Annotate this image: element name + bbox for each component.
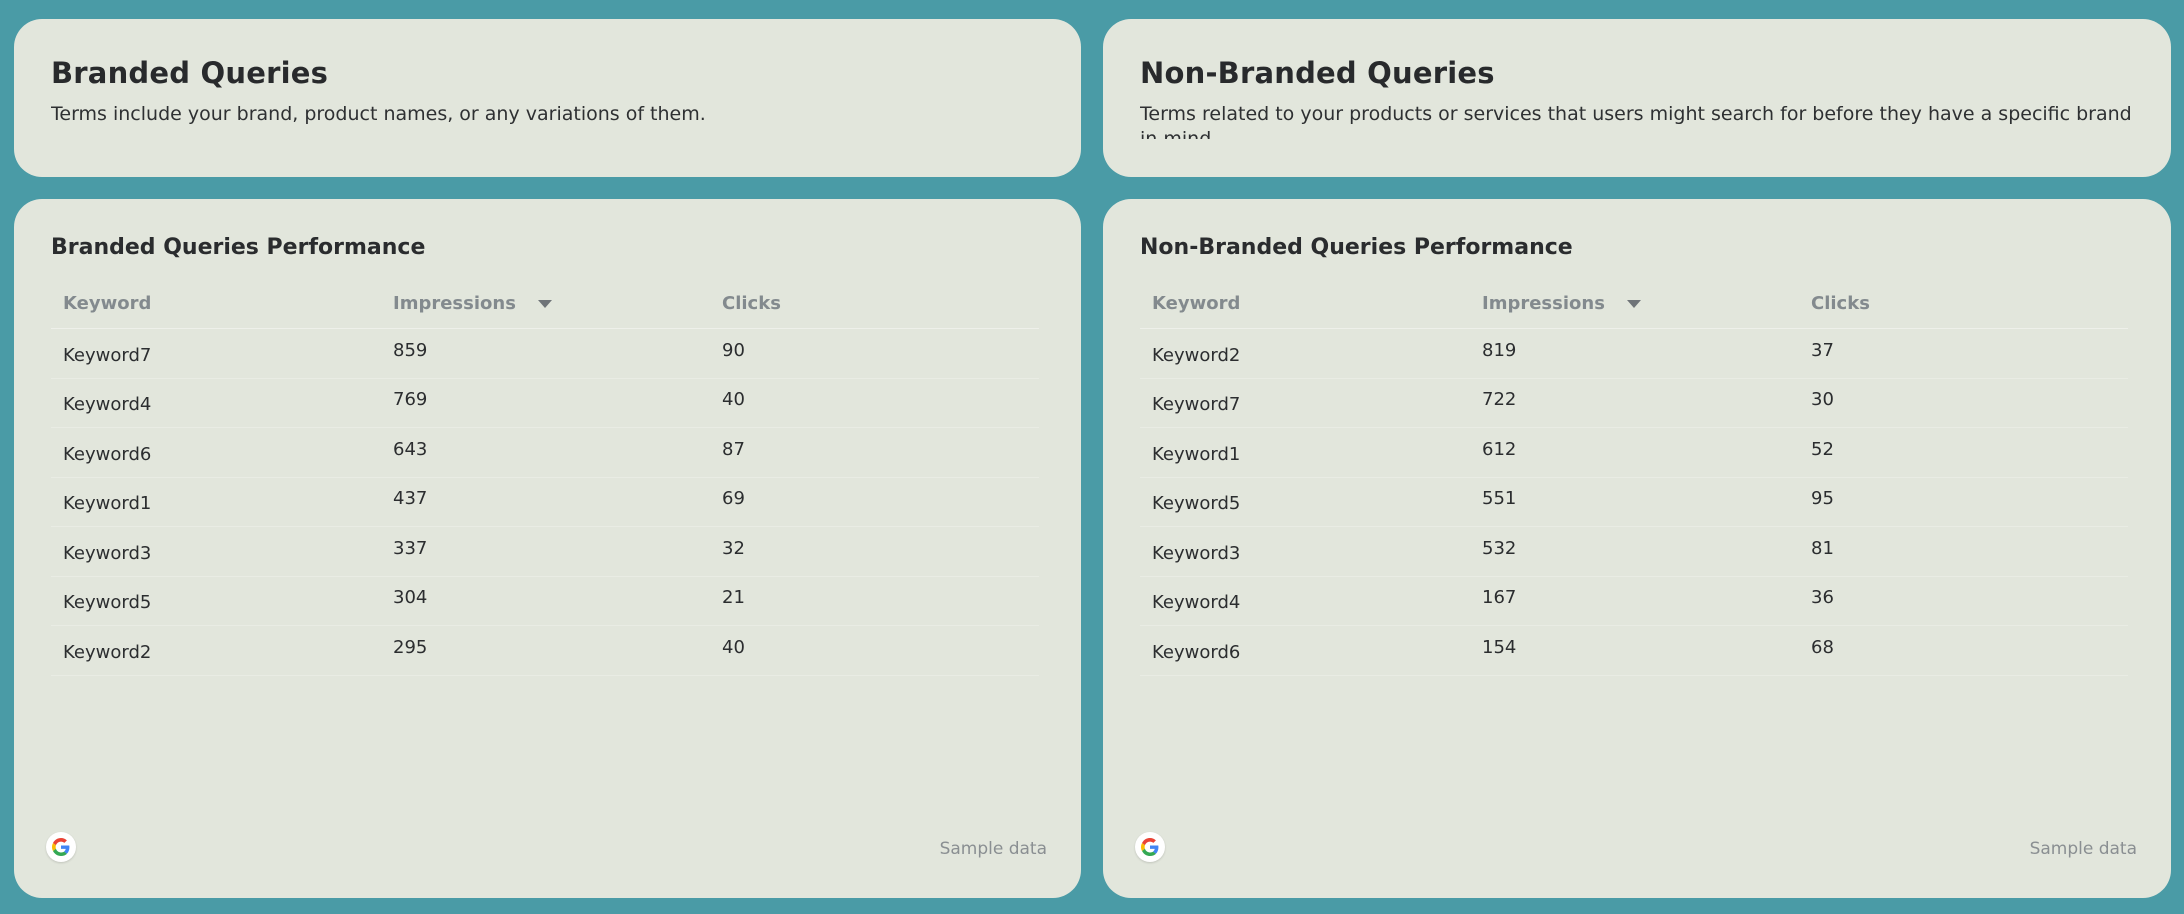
impressions-cell: 551 <box>1482 488 1517 510</box>
table-row[interactable]: Keyword6 643 87 <box>51 428 1039 478</box>
nonbranded-performance-card: Non-Branded Queries Performance Keyword … <box>1103 199 2171 898</box>
keyword-cell: Keyword6 <box>63 443 152 465</box>
nonbranded-title: Non-Branded Queries <box>1140 56 1495 90</box>
clicks-cell: 36 <box>1811 587 1834 609</box>
clicks-cell: 69 <box>722 488 745 510</box>
column-header-keyword[interactable]: Keyword <box>63 293 152 314</box>
table-row[interactable]: Keyword4 167 36 <box>1140 577 2128 626</box>
table-row[interactable]: Keyword7 859 90 <box>51 329 1039 379</box>
branded-header-card: Branded Queries Terms include your brand… <box>14 19 1081 177</box>
clicks-cell: 52 <box>1811 438 1834 460</box>
keyword-cell: Keyword5 <box>1152 493 1241 515</box>
sample-data-note: Sample data <box>2029 839 2137 859</box>
branded-title: Branded Queries <box>51 56 329 90</box>
table-row[interactable]: Keyword6 154 68 <box>1140 626 2128 676</box>
column-header-impressions[interactable]: Impressions <box>1470 293 1799 314</box>
keyword-cell: Keyword2 <box>1152 344 1241 366</box>
branded-table: Keyword Impressions Clicks Keyword7 859 90… <box>51 279 1039 676</box>
keyword-cell: Keyword3 <box>1152 542 1241 564</box>
keyword-cell: Keyword1 <box>1152 443 1241 465</box>
table-row[interactable]: Keyword5 304 21 <box>51 577 1039 626</box>
impressions-cell: 612 <box>1482 438 1517 460</box>
impressions-cell: 304 <box>393 587 428 609</box>
clicks-cell: 95 <box>1811 488 1834 510</box>
google-logo-icon[interactable] <box>1135 832 1165 862</box>
clicks-cell: 30 <box>1811 389 1834 411</box>
table-row[interactable]: Keyword3 337 32 <box>51 527 1039 577</box>
column-header-clicks[interactable]: Clicks <box>1811 293 1870 314</box>
impressions-cell: 769 <box>393 389 428 411</box>
keyword-cell: Keyword3 <box>63 542 152 564</box>
clicks-cell: 87 <box>722 438 745 460</box>
table-row[interactable]: Keyword7 722 30 <box>1140 379 2128 428</box>
impressions-cell: 859 <box>393 339 428 361</box>
table-row[interactable]: Keyword3 532 81 <box>1140 527 2128 577</box>
google-logo-icon[interactable] <box>46 832 76 862</box>
impressions-cell: 643 <box>393 438 428 460</box>
sample-data-note: Sample data <box>939 839 1047 859</box>
table-row[interactable]: Keyword2 819 37 <box>1140 329 2128 379</box>
keyword-cell: Keyword5 <box>63 592 152 614</box>
clicks-cell: 32 <box>722 537 745 559</box>
nonbranded-table: Keyword Impressions Clicks Keyword2 819 37… <box>1140 279 2128 676</box>
clicks-cell: 40 <box>722 636 745 658</box>
branded-table-title: Branded Queries Performance <box>51 235 426 260</box>
clicks-cell: 37 <box>1811 339 1834 361</box>
table-row[interactable]: Keyword2 295 40 <box>51 626 1039 676</box>
column-header-impressions[interactable]: Impressions <box>381 293 710 314</box>
branded-description: Terms include your brand, product names,… <box>51 103 706 125</box>
table-body: Keyword7 859 90 Keyword4 769 40 Keyword6 643 87 K… <box>51 329 1039 676</box>
column-header-clicks[interactable]: Clicks <box>722 293 781 314</box>
table-body: Keyword2 819 37 Keyword7 722 30 Keyword1 612 52 K… <box>1140 329 2128 676</box>
column-header-keyword[interactable]: Keyword <box>1152 293 1241 314</box>
impressions-cell: 167 <box>1482 587 1517 609</box>
table-row[interactable]: Keyword1 437 69 <box>51 478 1039 527</box>
impressions-cell: 337 <box>393 537 428 559</box>
impressions-cell: 819 <box>1482 339 1517 361</box>
nonbranded-description: Terms related to your products or servic… <box>1140 103 2132 139</box>
keyword-cell: Keyword1 <box>63 493 152 515</box>
clicks-cell: 68 <box>1811 636 1834 658</box>
branded-performance-card: Branded Queries Performance Keyword Impr… <box>14 199 1081 898</box>
keyword-cell: Keyword7 <box>63 344 152 366</box>
impressions-cell: 295 <box>393 636 428 658</box>
clicks-cell: 21 <box>722 587 745 609</box>
table-row[interactable]: Keyword5 551 95 <box>1140 478 2128 527</box>
keyword-cell: Keyword6 <box>1152 641 1241 663</box>
caret-down-icon[interactable] <box>1626 299 1641 308</box>
keyword-cell: Keyword4 <box>1152 592 1241 614</box>
table-row[interactable]: Keyword1 612 52 <box>1140 428 2128 478</box>
clicks-cell: 90 <box>722 339 745 361</box>
impressions-cell: 532 <box>1482 537 1517 559</box>
nonbranded-header-card: Non-Branded Queries Terms related to you… <box>1103 19 2171 177</box>
table-header: Keyword Impressions Clicks <box>1140 279 2128 329</box>
keyword-cell: Keyword4 <box>63 394 152 416</box>
impressions-cell: 722 <box>1482 389 1517 411</box>
impressions-cell: 437 <box>393 488 428 510</box>
caret-down-icon[interactable] <box>537 299 552 308</box>
impressions-cell: 154 <box>1482 636 1517 658</box>
keyword-cell: Keyword2 <box>63 641 152 663</box>
table-row[interactable]: Keyword4 769 40 <box>51 379 1039 428</box>
clicks-cell: 81 <box>1811 537 1834 559</box>
nonbranded-table-title: Non-Branded Queries Performance <box>1140 235 1573 260</box>
keyword-cell: Keyword7 <box>1152 394 1241 416</box>
table-header: Keyword Impressions Clicks <box>51 279 1039 329</box>
clicks-cell: 40 <box>722 389 745 411</box>
